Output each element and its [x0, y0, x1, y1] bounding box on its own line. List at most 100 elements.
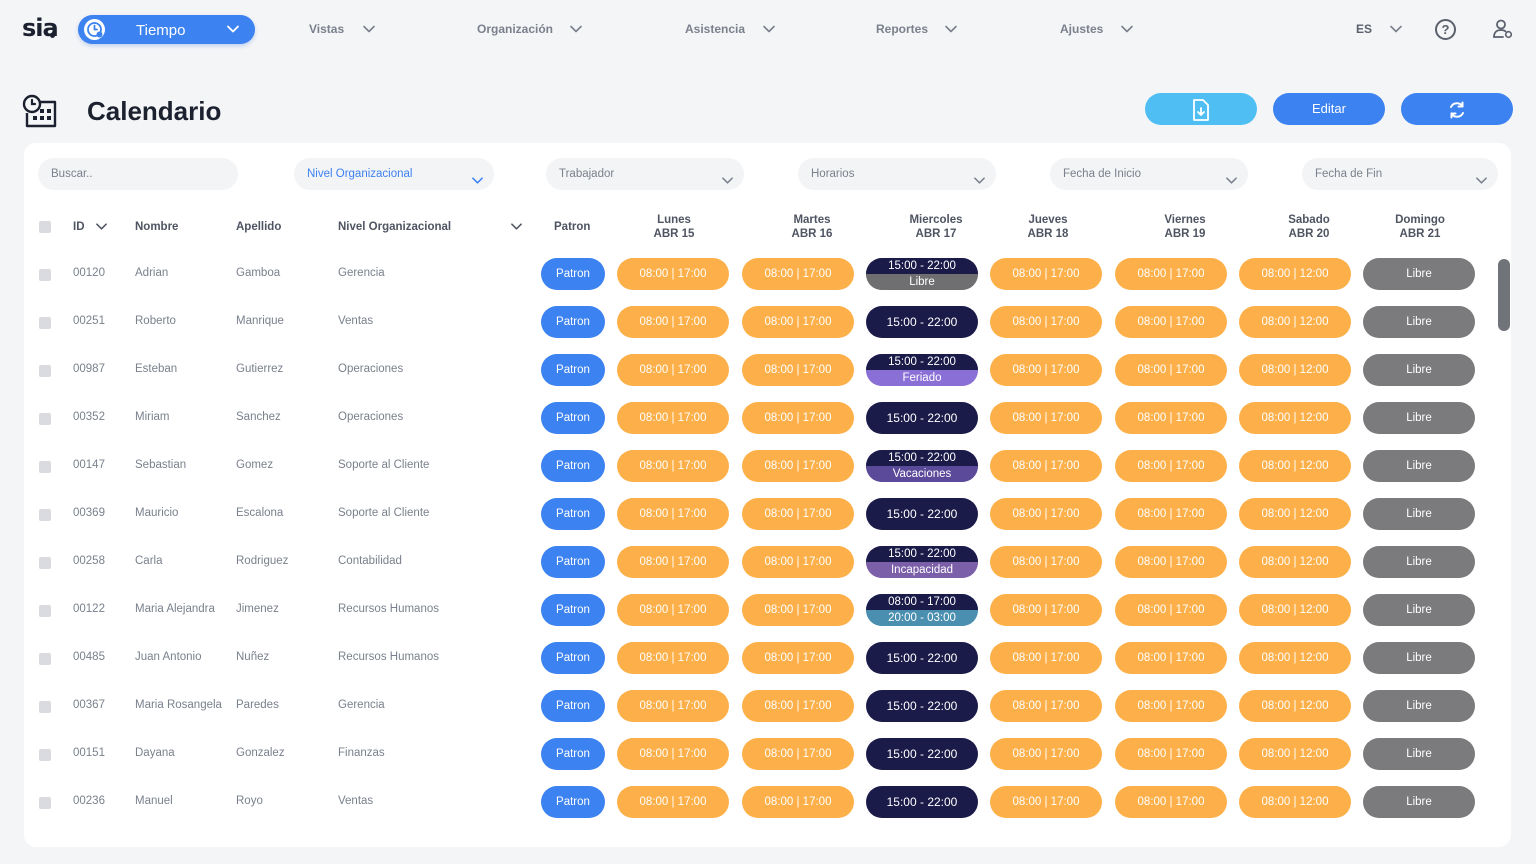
patron-button[interactable]: Patron: [541, 498, 605, 530]
shift-pill[interactable]: 08:00 | 12:00: [1239, 642, 1351, 674]
shift-pill[interactable]: 08:00 | 17:00: [742, 738, 854, 770]
free-day-pill[interactable]: Libre: [1363, 786, 1475, 818]
shift-pill[interactable]: 08:00 | 17:00: [1115, 786, 1227, 818]
shift-pill[interactable]: 08:00 | 12:00: [1239, 354, 1351, 386]
patron-button[interactable]: Patron: [541, 594, 605, 626]
row-checkbox[interactable]: [39, 413, 51, 425]
shift-pill[interactable]: 08:00 | 17:00: [742, 642, 854, 674]
shift-pill[interactable]: 08:00 | 12:00: [1239, 786, 1351, 818]
shift-pill[interactable]: 08:00 | 17:00: [742, 354, 854, 386]
chevron-down-icon[interactable]: [569, 22, 583, 41]
shift-pill[interactable]: 08:00 | 17:00: [1115, 402, 1227, 434]
shift-pill[interactable]: 08:00 | 17:00: [742, 450, 854, 482]
row-checkbox[interactable]: [39, 605, 51, 617]
shift-pill[interactable]: 08:00 | 17:00: [617, 306, 729, 338]
nav-vistas[interactable]: Vistas: [309, 22, 345, 36]
free-day-pill[interactable]: Libre: [1363, 354, 1475, 386]
free-day-pill[interactable]: Libre: [1363, 642, 1475, 674]
patron-button[interactable]: Patron: [541, 306, 605, 338]
shift-pill-night[interactable]: 15:00 - 22:00: [866, 642, 978, 674]
row-checkbox[interactable]: [39, 509, 51, 521]
shift-pill[interactable]: 08:00 | 17:00: [1115, 450, 1227, 482]
shift-pill[interactable]: 08:00 | 17:00: [617, 738, 729, 770]
user-settings-icon[interactable]: [1492, 18, 1514, 45]
shift-pill[interactable]: 08:00 | 17:00: [742, 786, 854, 818]
fecha-inicio-filter[interactable]: Fecha de Inicio: [1050, 158, 1248, 190]
horarios-filter[interactable]: Horarios: [798, 158, 996, 190]
shift-pill[interactable]: 08:00 | 12:00: [1239, 690, 1351, 722]
free-day-pill[interactable]: Libre: [1363, 258, 1475, 290]
shift-pill-night[interactable]: 15:00 - 22:00: [866, 498, 978, 530]
shift-pill[interactable]: 08:00 | 17:00: [742, 546, 854, 578]
chevron-down-icon[interactable]: [1120, 22, 1134, 41]
shift-pill[interactable]: 08:00 | 17:00: [742, 594, 854, 626]
patron-button[interactable]: Patron: [541, 354, 605, 386]
export-button[interactable]: [1145, 93, 1257, 125]
row-checkbox[interactable]: [39, 557, 51, 569]
row-checkbox[interactable]: [39, 317, 51, 329]
shift-pill[interactable]: 08:00 | 17:00: [990, 786, 1102, 818]
row-checkbox[interactable]: [39, 461, 51, 473]
shift-pill-night[interactable]: 15:00 - 22:00: [866, 306, 978, 338]
shift-pill[interactable]: 08:00 | 17:00: [990, 738, 1102, 770]
chevron-down-icon[interactable]: [762, 22, 776, 41]
shift-pill-split[interactable]: 15:00 - 22:00 Incapacidad: [866, 546, 978, 578]
patron-button[interactable]: Patron: [541, 642, 605, 674]
shift-pill[interactable]: 08:00 | 17:00: [990, 354, 1102, 386]
row-checkbox[interactable]: [39, 797, 51, 809]
shift-pill[interactable]: 08:00 | 17:00: [742, 402, 854, 434]
shift-pill[interactable]: 08:00 | 17:00: [617, 498, 729, 530]
shift-pill[interactable]: 08:00 | 17:00: [990, 258, 1102, 290]
free-day-pill[interactable]: Libre: [1363, 690, 1475, 722]
shift-pill[interactable]: 08:00 | 17:00: [1115, 498, 1227, 530]
chevron-down-icon[interactable]: [95, 220, 108, 238]
shift-pill[interactable]: 08:00 | 17:00: [617, 546, 729, 578]
chevron-down-icon[interactable]: [944, 22, 958, 41]
help-icon[interactable]: ?: [1435, 19, 1456, 40]
shift-pill[interactable]: 08:00 | 17:00: [742, 306, 854, 338]
shift-pill-night[interactable]: 15:00 - 22:00: [866, 786, 978, 818]
shift-pill[interactable]: 08:00 | 17:00: [990, 594, 1102, 626]
language-selector[interactable]: ES: [1356, 22, 1373, 36]
row-checkbox[interactable]: [39, 749, 51, 761]
row-checkbox[interactable]: [39, 269, 51, 281]
patron-button[interactable]: Patron: [541, 402, 605, 434]
chevron-down-icon[interactable]: [362, 22, 376, 41]
free-day-pill[interactable]: Libre: [1363, 402, 1475, 434]
free-day-pill[interactable]: Libre: [1363, 546, 1475, 578]
fecha-fin-filter[interactable]: Fecha de Fin: [1302, 158, 1498, 190]
shift-pill[interactable]: 08:00 | 17:00: [742, 498, 854, 530]
shift-pill-split[interactable]: 15:00 - 22:00 Feriado: [866, 354, 978, 386]
shift-pill[interactable]: 08:00 | 17:00: [617, 642, 729, 674]
free-day-pill[interactable]: Libre: [1363, 450, 1475, 482]
free-day-pill[interactable]: Libre: [1363, 498, 1475, 530]
shift-pill[interactable]: 08:00 | 17:00: [990, 642, 1102, 674]
shift-pill-split[interactable]: 15:00 - 22:00 Vacaciones: [866, 450, 978, 482]
shift-pill[interactable]: 08:00 | 12:00: [1239, 738, 1351, 770]
patron-button[interactable]: Patron: [541, 738, 605, 770]
search-input[interactable]: Buscar..: [38, 158, 238, 190]
module-selector[interactable]: Tiempo: [78, 15, 255, 44]
free-day-pill[interactable]: Libre: [1363, 594, 1475, 626]
shift-pill[interactable]: 08:00 | 17:00: [1115, 594, 1227, 626]
shift-pill-split[interactable]: 15:00 - 22:00 Libre: [866, 258, 978, 290]
shift-pill[interactable]: 08:00 | 17:00: [990, 402, 1102, 434]
shift-pill[interactable]: 08:00 | 12:00: [1239, 306, 1351, 338]
row-checkbox[interactable]: [39, 365, 51, 377]
shift-pill[interactable]: 08:00 | 17:00: [1115, 546, 1227, 578]
shift-pill[interactable]: 08:00 | 17:00: [1115, 258, 1227, 290]
shift-pill[interactable]: 08:00 | 17:00: [617, 354, 729, 386]
shift-pill[interactable]: 08:00 | 12:00: [1239, 258, 1351, 290]
shift-pill-night[interactable]: 15:00 - 22:00: [866, 738, 978, 770]
shift-pill[interactable]: 08:00 | 12:00: [1239, 546, 1351, 578]
refresh-button[interactable]: [1401, 93, 1513, 125]
shift-pill[interactable]: 08:00 | 17:00: [1115, 354, 1227, 386]
shift-pill[interactable]: 08:00 | 17:00: [990, 546, 1102, 578]
shift-pill[interactable]: 08:00 | 17:00: [617, 258, 729, 290]
shift-pill[interactable]: 08:00 | 17:00: [617, 402, 729, 434]
patron-button[interactable]: Patron: [541, 690, 605, 722]
shift-pill[interactable]: 08:00 | 17:00: [1115, 306, 1227, 338]
shift-pill[interactable]: 08:00 | 17:00: [1115, 642, 1227, 674]
shift-pill[interactable]: 08:00 | 17:00: [742, 258, 854, 290]
shift-pill[interactable]: 08:00 | 12:00: [1239, 402, 1351, 434]
